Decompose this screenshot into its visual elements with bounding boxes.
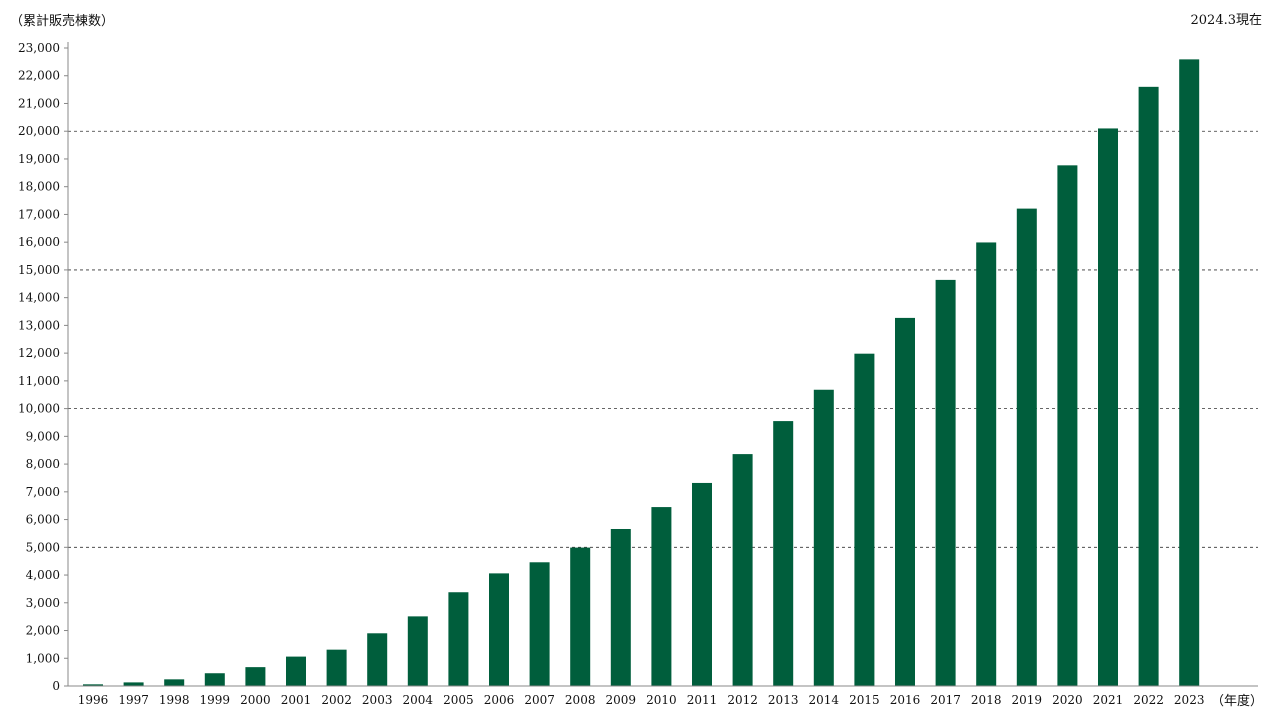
y-tick-label: 13,000 — [18, 318, 60, 332]
y-tick-label: 4,000 — [26, 568, 60, 582]
bar-2009 — [610, 528, 631, 686]
bar-2019 — [1016, 208, 1037, 686]
y-tick-label: 2,000 — [26, 624, 60, 638]
bar-2002 — [326, 649, 347, 686]
x-tick-label: 2001 — [281, 693, 312, 707]
bar-2007 — [529, 562, 550, 686]
y-tick-label: 1,000 — [26, 651, 60, 665]
y-tick-label: 14,000 — [18, 291, 60, 305]
x-tick-label: 2017 — [930, 693, 961, 707]
bar-1999 — [204, 673, 225, 686]
bar-2018 — [976, 242, 997, 687]
bar-2004 — [407, 616, 428, 686]
x-tick-label: 2002 — [321, 693, 352, 707]
x-tick-label: 1996 — [78, 693, 109, 707]
bar-2022 — [1138, 86, 1159, 687]
x-tick-label: 2018 — [971, 693, 1002, 707]
x-tick-label: 2006 — [484, 693, 515, 707]
x-tick-label: 1999 — [200, 693, 231, 707]
y-tick-label: 11,000 — [18, 374, 60, 388]
x-axis-label: （年度） — [1211, 693, 1263, 709]
x-tick-label: 2008 — [565, 693, 596, 707]
bar-2010 — [651, 507, 672, 686]
y-tick-label: 9,000 — [26, 429, 60, 443]
y-tick-label: 23,000 — [18, 41, 60, 55]
bar-2015 — [854, 353, 875, 686]
grid-lines — [68, 130, 1258, 548]
y-tick-labels: 0 1,000 2,000 3,000 4,000 5,000 6,000 7,000 8,00… — [18, 41, 68, 693]
y-tick-label: 8,000 — [26, 457, 60, 471]
y-tick-label: 20,000 — [18, 124, 60, 138]
bar-2012 — [732, 454, 753, 686]
x-tick-label: 2004 — [403, 693, 434, 707]
bar-2014 — [813, 389, 834, 686]
y-tick-label: 3,000 — [26, 596, 60, 610]
bar-2020 — [1057, 165, 1078, 686]
x-tick-label: 2005 — [443, 693, 474, 707]
y-tick-label: 16,000 — [18, 235, 60, 249]
y-tick-label: 7,000 — [26, 485, 60, 499]
x-tick-label: 1997 — [118, 693, 149, 707]
bar-2017 — [935, 279, 956, 686]
y-tick-label: 15,000 — [18, 263, 60, 277]
bar-2021 — [1098, 128, 1118, 686]
bar-1997 — [123, 682, 144, 686]
bar-2001 — [286, 656, 306, 686]
y-tick-label: 5,000 — [26, 540, 60, 554]
x-tick-label: 2000 — [240, 693, 271, 707]
x-tick-label: 2021 — [1093, 693, 1124, 707]
y-tick-label: 17,000 — [18, 207, 60, 221]
y-tick-label: 21,000 — [18, 96, 60, 110]
bar-1998 — [164, 679, 185, 686]
y-tick-label: 19,000 — [18, 152, 60, 166]
x-tick-label: 2010 — [646, 693, 677, 707]
x-tick-label: 2012 — [727, 693, 758, 707]
y-tick-label: 12,000 — [18, 346, 60, 360]
bar-2023 — [1179, 59, 1200, 686]
x-tick-label: 2009 — [606, 693, 637, 707]
x-tick-label: 2003 — [362, 693, 393, 707]
bar-2003 — [367, 633, 388, 686]
x-tick-label: 1998 — [159, 693, 190, 707]
x-tick-labels: 1996 1997 1998 1999 2000 2001 2002 2003 2004 2005… — [78, 693, 1205, 707]
bar-2013 — [773, 421, 794, 686]
axes — [67, 42, 1258, 687]
x-tick-label: 2020 — [1052, 693, 1083, 707]
y-tick-label: 18,000 — [18, 180, 60, 194]
x-tick-label: 2016 — [890, 693, 921, 707]
bar-2005 — [448, 592, 469, 686]
y-tick-label: 0 — [52, 679, 60, 693]
date-note: 2024.3現在 — [1191, 13, 1263, 28]
x-tick-label: 2007 — [524, 693, 555, 707]
bar-2000 — [245, 667, 266, 686]
x-tick-label: 2011 — [687, 693, 718, 707]
y-tick-label: 22,000 — [18, 69, 60, 83]
bar-2006 — [489, 573, 509, 686]
x-tick-label: 2019 — [1012, 693, 1043, 707]
y-axis-label: （累計販売棟数） — [10, 13, 114, 29]
y-tick-label: 10,000 — [18, 402, 60, 416]
x-tick-label: 2023 — [1174, 693, 1205, 707]
x-tick-label: 2013 — [768, 693, 799, 707]
bar-1996 — [83, 684, 103, 686]
x-tick-label: 2022 — [1133, 693, 1164, 707]
bar-2016 — [895, 317, 915, 686]
bar-2011 — [692, 482, 712, 686]
bar-2008 — [570, 547, 591, 686]
bars — [83, 59, 1200, 687]
x-tick-label: 2014 — [809, 693, 840, 707]
x-tick-label: 2015 — [849, 693, 880, 707]
y-tick-label: 6,000 — [26, 513, 60, 527]
